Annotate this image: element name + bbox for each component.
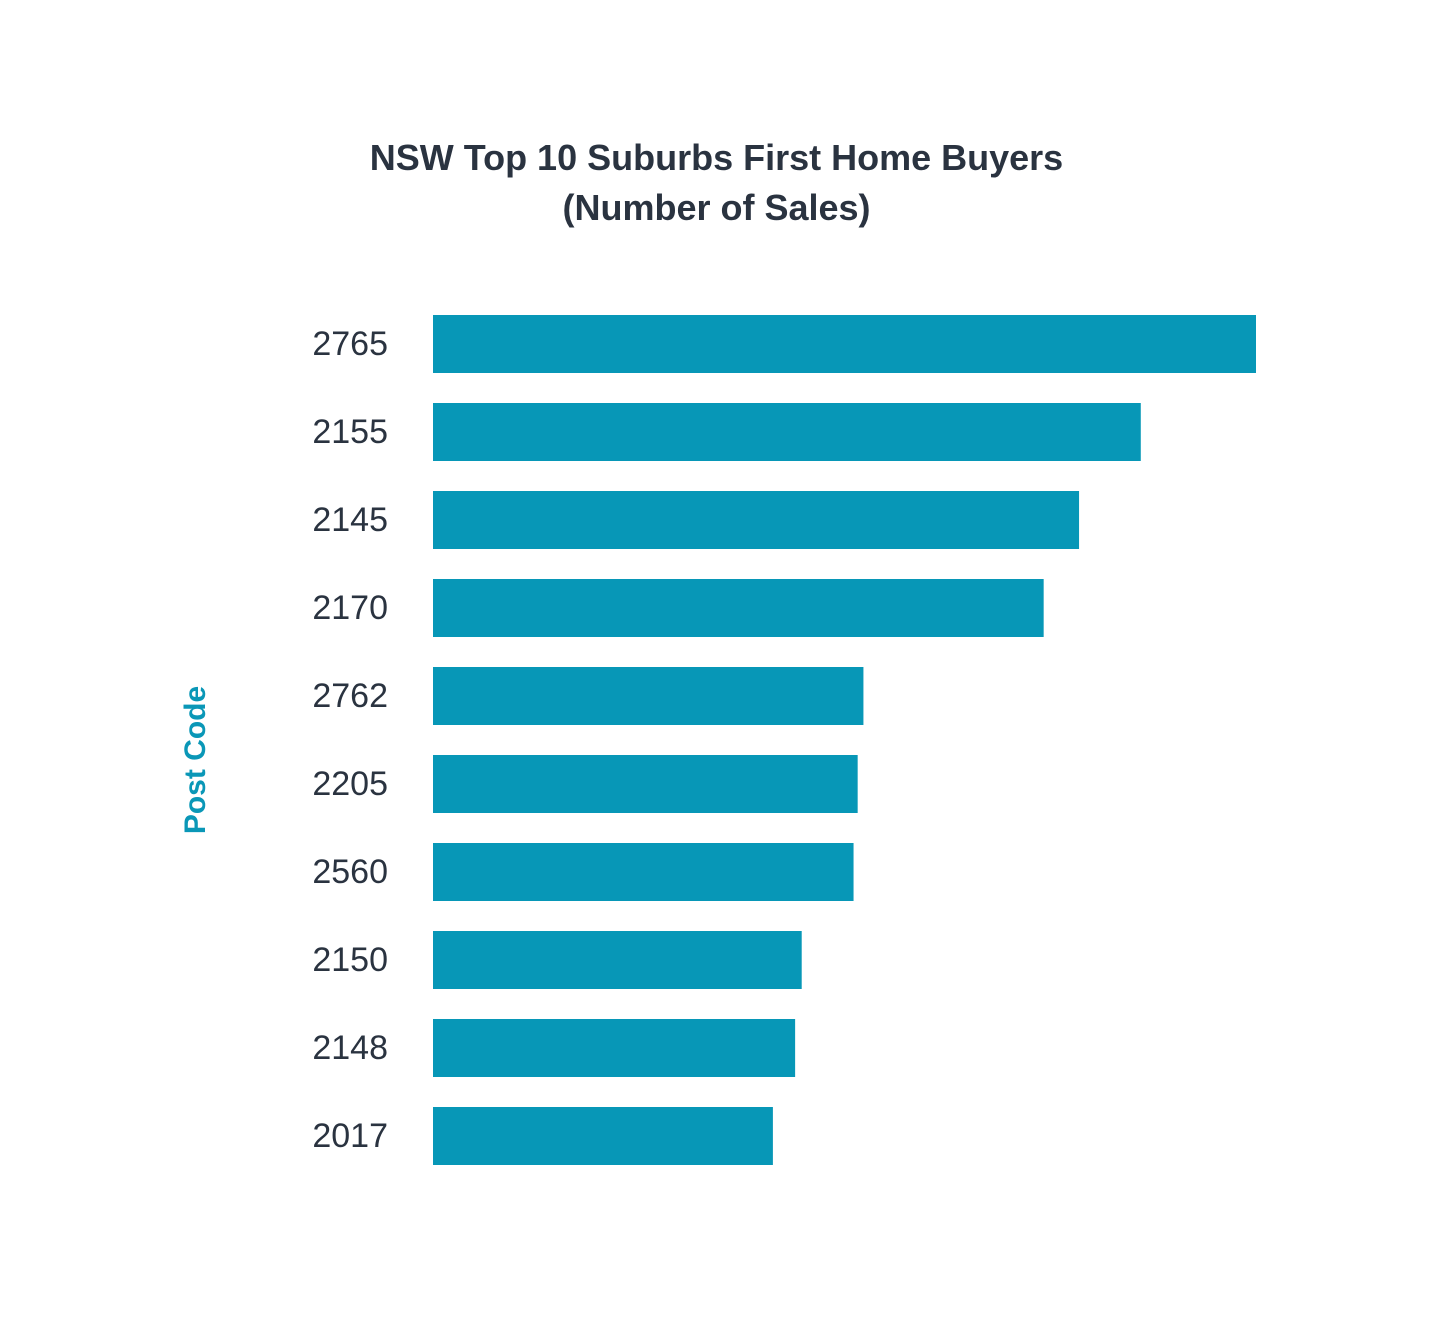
y-tick-label-2762: 2762 xyxy=(312,677,388,715)
chart-title: NSW Top 10 Suburbs First Home Buyers xyxy=(369,137,1064,178)
y-tick-label-2017: 2017 xyxy=(312,1117,388,1155)
y-tick-label-2765: 2765 xyxy=(312,325,388,363)
y-tick-label-2170: 2170 xyxy=(312,589,388,627)
bar-2170 xyxy=(433,579,1044,637)
bar-2762 xyxy=(433,667,864,725)
bar-2205 xyxy=(433,755,858,813)
y-tick-label-2155: 2155 xyxy=(312,413,388,451)
y-tick-label-2150: 2150 xyxy=(312,941,388,979)
y-tick-label-2148: 2148 xyxy=(312,1029,388,1067)
y-tick-label-2560: 2560 xyxy=(312,853,388,891)
bar-2150 xyxy=(433,931,802,989)
bar-2148 xyxy=(433,1019,796,1077)
bar-2145 xyxy=(433,491,1080,549)
bar-2017 xyxy=(433,1107,773,1165)
bar-2560 xyxy=(433,843,854,901)
y-tick-label-2145: 2145 xyxy=(312,501,388,539)
chart-subtitle: (Number of Sales) xyxy=(562,187,871,228)
y-tick-label-2205: 2205 xyxy=(312,765,388,803)
bar-2155 xyxy=(433,403,1141,461)
bar-2765 xyxy=(433,315,1256,373)
